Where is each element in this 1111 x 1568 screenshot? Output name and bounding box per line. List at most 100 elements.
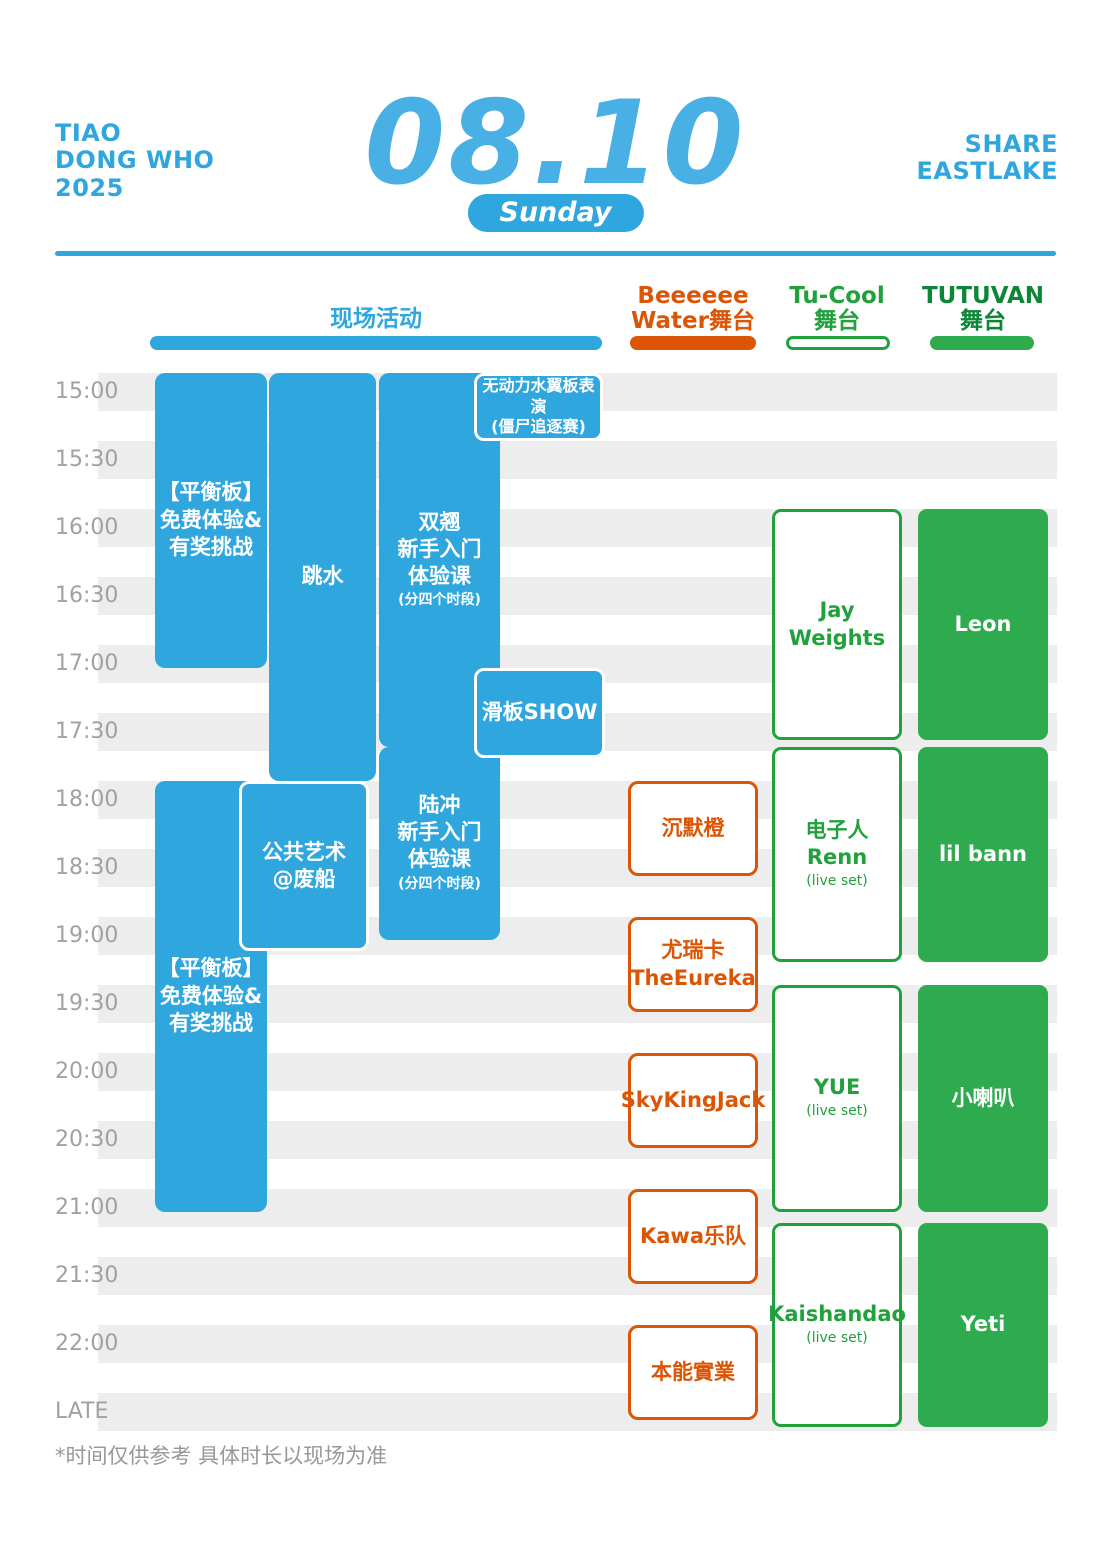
- time-row-stripe: [98, 1257, 1057, 1295]
- event-note: (分四个时段): [398, 592, 481, 609]
- event-block: 公共艺术 @废船: [239, 781, 369, 951]
- event-title: Yeti: [960, 1312, 1006, 1337]
- event-note: (live set): [806, 1330, 868, 1347]
- event-title: 小喇叭: [951, 1085, 1015, 1110]
- time-label: 15:00: [55, 379, 119, 404]
- stage-bar-tu-cool: [786, 336, 890, 350]
- header-divider: [55, 251, 1056, 256]
- event-block: 【平衡板】 免费体验& 有奖挑战: [155, 781, 267, 1212]
- venue-brand-line: EASTLAKE: [916, 157, 1058, 186]
- time-row-stripe: [98, 1393, 1057, 1431]
- stage-header-tu-cool: Tu-Cool 舞台: [772, 284, 902, 334]
- event-block: Leon: [918, 509, 1048, 741]
- event-title: Kaishandao: [768, 1301, 906, 1326]
- event-title: 沉默橙: [661, 815, 725, 840]
- event-block: 小喇叭: [918, 985, 1048, 1212]
- event-block: 本能實業: [628, 1325, 758, 1421]
- event-title: TheEureka: [630, 965, 756, 990]
- event-title: 公共艺术: [262, 839, 346, 864]
- event-block: 【平衡板】 免费体验& 有奖挑战: [155, 373, 267, 668]
- time-label: 22:00: [55, 1331, 119, 1356]
- event-brand-line: DONG WHO: [55, 146, 215, 175]
- event-block: 无动力水翼板表演 (僵尸追逐赛): [474, 373, 603, 441]
- venue-brand-line: SHARE: [964, 130, 1058, 158]
- event-title: Kawa乐队: [639, 1223, 746, 1248]
- event-title: 免费体验&: [159, 983, 263, 1008]
- event-brand-line: TIAO: [55, 119, 122, 147]
- time-label: 16:00: [55, 515, 119, 540]
- day-label: Sunday: [499, 197, 612, 228]
- date-heading: 08.10: [364, 76, 747, 211]
- stage-bar-beeeeee-water: [630, 336, 756, 350]
- event-block: Kaishandao (live set): [768, 1223, 906, 1427]
- event-title: 陆冲: [418, 792, 461, 817]
- event-title: (僵尸追逐赛): [491, 417, 586, 437]
- event-title: 跳水: [301, 564, 344, 589]
- stage-bar-activities: [150, 336, 602, 350]
- event-title: 新手入门: [397, 820, 482, 845]
- event-title: 体验课: [408, 564, 471, 589]
- event-title: 尤瑞卡: [661, 938, 725, 963]
- stage-header-text: Tu-Cool: [789, 283, 885, 309]
- event-block: 沉默橙: [628, 781, 758, 877]
- event-title: 本能實業: [651, 1359, 735, 1384]
- time-label: 20:00: [55, 1059, 119, 1084]
- event-title: 无动力水翼板表演: [482, 375, 595, 416]
- event-note: (live set): [806, 873, 868, 890]
- event-block: 电子人 Renn (live set): [772, 747, 902, 963]
- time-row-stripe: [98, 1325, 1057, 1363]
- stage-header-beeeeee-water: Beeeeee Water舞台: [624, 284, 762, 334]
- event-title: lil bann: [938, 842, 1027, 867]
- time-label: 16:30: [55, 583, 119, 608]
- day-pill: Sunday: [467, 194, 644, 232]
- event-block: Yeti: [918, 1223, 1048, 1427]
- event-title: 有奖挑战: [169, 534, 253, 559]
- time-label: 19:00: [55, 923, 119, 948]
- event-brand-line: 2025: [55, 173, 124, 202]
- stage-header-tutuvan: TUTUVAN 舞台: [918, 284, 1048, 334]
- event-block: 滑板SHOW: [474, 667, 605, 759]
- event-title: 电子人 Renn: [805, 817, 869, 870]
- time-label: LATE: [55, 1399, 109, 1424]
- time-label: 21:30: [55, 1263, 119, 1288]
- stage-header-text: Water舞台: [630, 308, 755, 334]
- event-block: 尤瑞卡 TheEureka: [628, 917, 758, 1013]
- time-label: 18:30: [55, 855, 119, 880]
- event-title: 滑板SHOW: [481, 700, 598, 725]
- venue-brand: SHARE EASTLAKE: [916, 130, 1058, 186]
- stage-header-text: Beeeeee: [637, 283, 749, 309]
- event-block: lil bann: [918, 747, 1048, 963]
- time-label: 15:30: [55, 447, 119, 472]
- event-note: (live set): [806, 1103, 868, 1120]
- event-title: @废船: [272, 867, 336, 891]
- event-block: SkyKingJack: [621, 1053, 765, 1149]
- event-block: 陆冲新手入门 体验课 (分四个时段): [379, 747, 500, 940]
- stage-header-text: TUTUVAN: [921, 283, 1045, 309]
- time-label: 21:00: [55, 1195, 119, 1220]
- footnote: *时间仅供参考 具体时长以现场为准: [55, 1444, 388, 1468]
- event-title: 免费体验&: [159, 507, 263, 532]
- event-title: 双翘: [418, 509, 461, 534]
- event-note: (分四个时段): [398, 875, 481, 892]
- event-block: Kawa乐队: [628, 1189, 758, 1285]
- event-title: 新手入门: [397, 536, 482, 561]
- event-block: YUE (live set): [772, 985, 902, 1212]
- event-title: Jay Weights: [788, 598, 886, 650]
- event-brand: TIAO DONG WHO 2025: [55, 119, 215, 202]
- stage-header-activities: 现场活动: [150, 307, 602, 332]
- stage-header-text: 舞台: [960, 308, 1006, 334]
- time-label: 17:30: [55, 719, 119, 744]
- event-title: 【平衡板】: [158, 956, 264, 981]
- event-title: Leon: [954, 611, 1012, 636]
- time-label: 18:00: [55, 787, 119, 812]
- time-label: 17:00: [55, 651, 119, 676]
- event-block: 跳水: [269, 373, 376, 781]
- stage-header-text: 现场活动: [330, 306, 422, 332]
- stage-header-text: 舞台: [814, 308, 860, 334]
- time-label: 19:30: [55, 991, 119, 1016]
- event-title: 体验课: [408, 847, 471, 872]
- event-title: 有奖挑战: [169, 1010, 253, 1035]
- event-block: Jay Weights: [772, 509, 902, 741]
- event-title: YUE: [813, 1075, 861, 1100]
